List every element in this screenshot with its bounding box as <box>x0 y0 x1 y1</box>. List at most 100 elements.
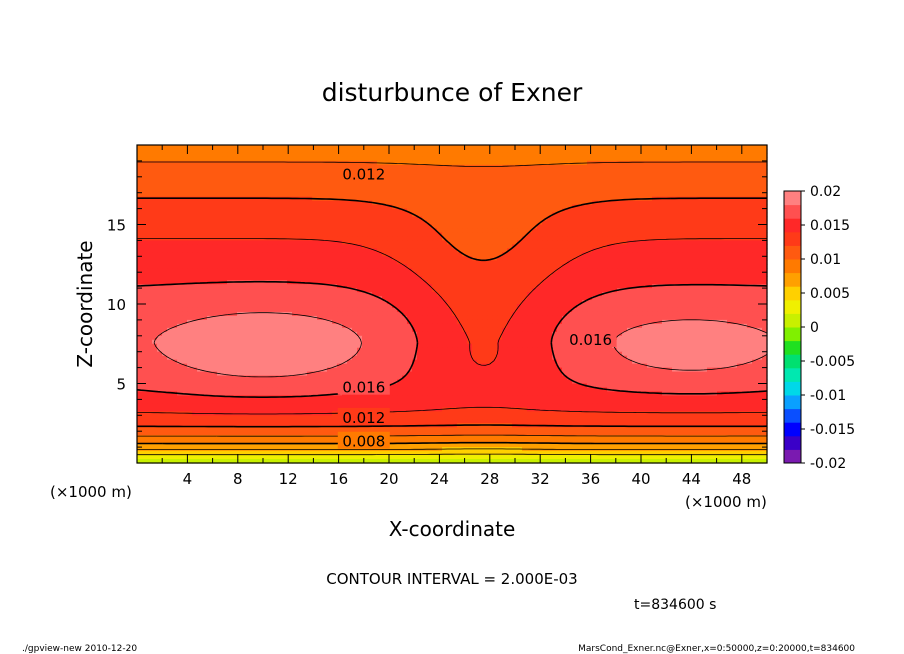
contour-cell <box>477 200 483 206</box>
contour-cell <box>502 212 508 218</box>
contour-cell <box>742 228 748 234</box>
contour-cell <box>307 220 313 226</box>
contour-cell <box>302 260 308 265</box>
contour-cell <box>612 180 618 186</box>
contour-cell <box>312 176 318 182</box>
contour-cell <box>687 260 693 265</box>
contour-cell <box>192 292 198 297</box>
contour-cell <box>462 212 468 218</box>
contour-cell <box>177 145 183 150</box>
contour-cell <box>732 200 738 206</box>
contour-cell <box>577 260 583 265</box>
contour-cell <box>647 220 653 226</box>
contour-cell <box>672 224 678 230</box>
contour-cell <box>402 160 408 166</box>
contour-cell <box>502 224 508 230</box>
contour-cell <box>602 176 608 182</box>
contour-cell <box>462 292 468 297</box>
contour-cell <box>667 264 673 269</box>
contour-cell <box>252 248 258 253</box>
contour-cell <box>427 272 433 277</box>
contour-cell <box>412 168 418 174</box>
contour-cell <box>327 148 333 154</box>
contour-cell <box>217 284 223 289</box>
contour-cell <box>677 280 683 285</box>
contour-cell <box>467 284 473 289</box>
contour-cell <box>722 288 728 293</box>
contour-cell <box>227 284 233 289</box>
contour-cell <box>542 276 548 281</box>
contour-cell <box>697 284 703 289</box>
contour-cell <box>612 148 618 154</box>
contour-cell <box>237 172 243 178</box>
contour-cell <box>502 272 508 277</box>
contour-cell <box>522 152 528 158</box>
contour-cell <box>267 288 273 293</box>
contour-cell <box>452 268 458 273</box>
contour-cell <box>412 188 418 194</box>
contour-cell <box>397 232 403 238</box>
contour-cell <box>172 276 178 281</box>
contour-cell <box>732 152 738 158</box>
contour-cell <box>412 220 418 226</box>
contour-cell <box>487 300 493 305</box>
contour-cell <box>137 192 143 198</box>
contour-cell <box>617 200 623 206</box>
contour-cell <box>692 280 698 285</box>
contour-cell <box>362 204 368 210</box>
contour-cell <box>457 284 463 289</box>
contour-cell <box>557 152 563 158</box>
contour-cell <box>412 280 418 285</box>
contour-cell <box>397 216 403 222</box>
contour-cell <box>467 152 473 158</box>
contour-cell <box>272 184 278 190</box>
contour-cell <box>282 160 288 166</box>
contour-cell <box>667 168 673 174</box>
contour-cell <box>707 156 713 162</box>
contour-cell <box>617 152 623 158</box>
contour-cell <box>612 220 618 226</box>
contour-cell <box>447 188 453 194</box>
contour-cell <box>427 204 433 210</box>
contour-cell <box>167 268 173 273</box>
contour-cell <box>507 244 513 249</box>
contour-cell <box>762 276 768 281</box>
contour-cell <box>617 228 623 234</box>
contour-cell <box>692 212 698 218</box>
contour-cell <box>497 248 503 253</box>
contour-cell <box>537 300 543 305</box>
contour-cell <box>642 208 648 214</box>
contour-cell <box>212 160 218 166</box>
contour-cell <box>762 260 768 265</box>
contour-cell <box>182 164 188 170</box>
contour-cell <box>482 228 488 234</box>
contour-cell <box>187 152 193 158</box>
contour-cell <box>562 188 568 194</box>
contour-cell <box>182 192 188 198</box>
contour-cell <box>592 268 598 273</box>
contour-cell <box>292 240 298 245</box>
contour-cell <box>227 184 233 190</box>
contour-cell <box>552 296 558 301</box>
contour-cell <box>182 180 188 186</box>
contour-cell <box>702 244 708 249</box>
contour-cell <box>337 148 343 154</box>
contour-cell <box>682 268 688 273</box>
contour-cell <box>652 216 658 222</box>
contour-cell <box>732 180 738 186</box>
contour-cell <box>567 284 573 289</box>
contour-cell <box>752 188 758 194</box>
contour-cell <box>462 284 468 289</box>
contour-cell <box>317 236 323 242</box>
contour-cell <box>382 260 388 265</box>
contour-cell <box>587 236 593 242</box>
contour-cell <box>272 260 278 265</box>
contour-cell <box>227 216 233 222</box>
contour-cell <box>487 248 493 253</box>
contour-cell <box>152 220 158 226</box>
contour-cell <box>462 208 468 214</box>
contour-cell <box>572 296 578 301</box>
contour-cell <box>742 192 748 198</box>
contour-cell <box>587 224 593 230</box>
contour-cell <box>582 292 588 297</box>
